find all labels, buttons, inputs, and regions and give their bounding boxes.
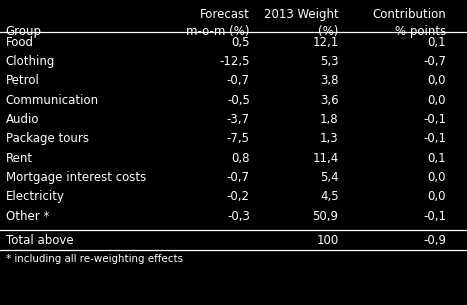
Text: 0,0: 0,0 xyxy=(427,171,446,184)
Text: Mortgage interest costs: Mortgage interest costs xyxy=(6,171,146,184)
Text: 0,8: 0,8 xyxy=(231,152,250,165)
Text: Rent: Rent xyxy=(6,152,33,165)
Text: Forecast: Forecast xyxy=(200,8,250,21)
Text: -0,3: -0,3 xyxy=(227,210,250,223)
Text: -0,1: -0,1 xyxy=(423,132,446,145)
Text: 3,8: 3,8 xyxy=(320,74,339,87)
Text: 4,5: 4,5 xyxy=(320,190,339,203)
Text: Electricity: Electricity xyxy=(6,190,64,203)
Text: Food: Food xyxy=(6,35,34,48)
Text: -0,1: -0,1 xyxy=(423,113,446,126)
Text: % points: % points xyxy=(395,25,446,38)
Text: 0,1: 0,1 xyxy=(427,35,446,48)
Text: Other *: Other * xyxy=(6,210,49,223)
Text: 2013 Weight: 2013 Weight xyxy=(264,8,339,21)
Text: -3,7: -3,7 xyxy=(227,113,250,126)
Text: -0,9: -0,9 xyxy=(423,234,446,247)
Text: -0,2: -0,2 xyxy=(227,190,250,203)
Text: 0,0: 0,0 xyxy=(427,94,446,107)
Text: 0,5: 0,5 xyxy=(231,35,250,48)
Text: m-o-m (%): m-o-m (%) xyxy=(186,25,250,38)
Text: 100: 100 xyxy=(316,234,339,247)
Text: 50,9: 50,9 xyxy=(312,210,339,223)
Text: Petrol: Petrol xyxy=(6,74,40,87)
Text: * including all re-weighting effects: * including all re-weighting effects xyxy=(6,254,183,264)
Text: 11,4: 11,4 xyxy=(312,152,339,165)
Text: (%): (%) xyxy=(318,25,339,38)
Text: -7,5: -7,5 xyxy=(227,132,250,145)
Text: Package tours: Package tours xyxy=(6,132,89,145)
Text: 1,3: 1,3 xyxy=(320,132,339,145)
Text: 0,1: 0,1 xyxy=(427,152,446,165)
Text: 0,0: 0,0 xyxy=(427,190,446,203)
Text: Communication: Communication xyxy=(6,94,99,107)
Text: -0,7: -0,7 xyxy=(227,74,250,87)
Text: -12,5: -12,5 xyxy=(219,55,250,68)
Text: Contribution: Contribution xyxy=(372,8,446,21)
Text: Group: Group xyxy=(6,25,42,38)
Text: 5,3: 5,3 xyxy=(320,55,339,68)
Text: Audio: Audio xyxy=(6,113,39,126)
Text: -0,5: -0,5 xyxy=(227,94,250,107)
Text: -0,7: -0,7 xyxy=(423,55,446,68)
Text: -0,7: -0,7 xyxy=(227,171,250,184)
Text: 1,8: 1,8 xyxy=(320,113,339,126)
Text: 5,4: 5,4 xyxy=(320,171,339,184)
Text: Clothing: Clothing xyxy=(6,55,55,68)
Text: 0,0: 0,0 xyxy=(427,74,446,87)
Text: Total above: Total above xyxy=(6,234,73,247)
Text: -0,1: -0,1 xyxy=(423,210,446,223)
Text: 3,6: 3,6 xyxy=(320,94,339,107)
Text: 12,1: 12,1 xyxy=(312,35,339,48)
